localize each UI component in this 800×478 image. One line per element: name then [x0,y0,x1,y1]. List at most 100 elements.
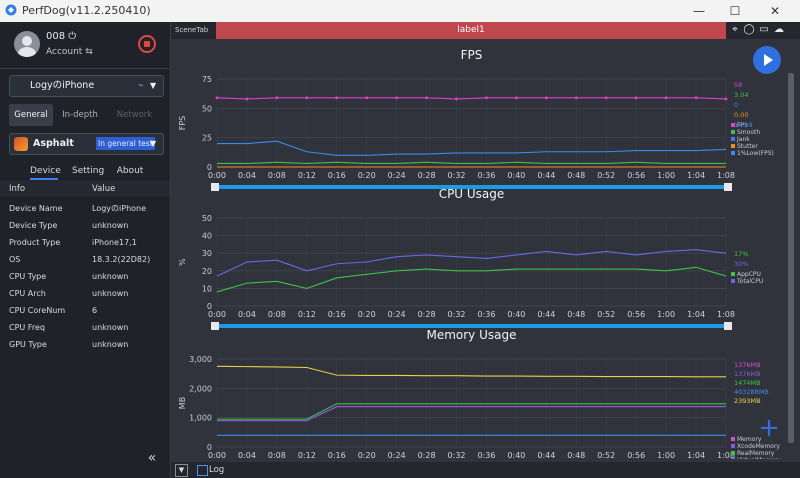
series-line [216,97,727,100]
y-tick-label: 50 [202,214,212,223]
series-line [217,406,726,422]
account-label: Account [46,47,83,57]
user-name: 008 ⏻ [46,31,76,42]
legend-label: 1%Low(FPS) [737,150,774,157]
record-button[interactable] [138,35,156,53]
y-axis-label: % [178,258,187,266]
info-value: 6 [92,306,98,315]
x-tick-label: 0:08 [268,171,286,180]
device-select[interactable]: Logy‌のiPhone ⌁ ▼ [9,75,164,97]
current-value: 17% [734,250,748,258]
legend-label: Smooth [737,129,760,136]
tab-setting[interactable]: Setting [72,166,105,176]
mode-tabs: General In-depth Network [9,104,162,126]
collapse-sidebar-icon[interactable]: « [147,450,157,466]
data-point [215,96,219,100]
info-row: Product Type iPhone17,1 [0,234,170,251]
chart-title: Memory Usage [426,328,516,342]
tab-about[interactable]: About [116,166,144,176]
tab-device[interactable]: Device [30,164,61,180]
avatar[interactable] [14,31,40,57]
x-tick-label: 0:48 [567,451,585,459]
info-value: unknown [92,272,129,281]
y-tick-label: 75 [202,75,212,84]
timeline-scrollbar [213,185,730,189]
minimize-button[interactable]: — [693,4,705,18]
x-tick-label: 0:36 [477,171,495,180]
x-tick-label: 0:28 [418,310,436,319]
y-tick-label: 0 [207,163,212,172]
window-title: PerfDog(v11.2.250410) [22,4,151,17]
x-tick-label: 0:24 [388,451,406,459]
power-icon[interactable]: ⏻ [68,31,77,42]
x-tick-label: 1:04 [687,310,705,319]
data-point [574,96,578,100]
series-line [216,365,726,378]
play-button[interactable] [753,46,781,74]
x-tick-label: 0:04 [238,310,256,319]
maximize-button[interactable]: ☐ [729,4,741,18]
label-bar[interactable]: label1 [216,22,726,39]
info-row: OS 18.3.2(22D82) [0,251,170,268]
current-value: 1376MB [734,361,761,369]
series-line [216,266,727,293]
x-tick-label: 0:28 [418,171,436,180]
x-tick-label: 1:04 [687,171,705,180]
cloud-icon[interactable]: ☁ [774,24,784,35]
x-tick-label: 0:12 [298,310,316,319]
folder-icon[interactable]: ▭ [759,24,769,35]
data-point [544,96,548,100]
x-tick-label: 0:52 [597,171,615,180]
legend-label: Jank [736,136,750,143]
x-tick-label: 0:32 [448,310,466,319]
sidebar: 008 ⏻ Account ⇆ Logy‌のiPhone ⌁ ▼ General… [0,22,171,478]
x-tick-label: 0:20 [358,451,376,459]
y-tick-label: 3,000 [189,355,212,364]
legend-label: FPS [737,122,748,129]
timeline-handle-left [211,183,219,191]
x-tick-label: 0:16 [328,451,346,459]
log-checkbox[interactable] [197,465,208,476]
scene-tab[interactable]: SceneTab [175,26,209,34]
y-tick-label: 0 [207,302,212,311]
tab-general[interactable]: General [9,104,53,126]
legend-swatch [731,272,735,276]
test-status-badge: In general test [96,137,155,150]
app-select[interactable]: Asphalt In general test ▼ [9,133,164,155]
vertical-scrollbar[interactable] [788,73,794,443]
data-point [365,96,369,100]
expand-log-button[interactable]: ▼ [175,464,188,477]
tab-network[interactable]: Network [116,110,153,120]
legend-swatch [731,458,735,459]
perfdog-app-icon [5,4,17,16]
bottom-bar: ▼ Log [171,462,800,478]
location-pin-icon[interactable]: ⌖ [732,24,738,35]
series-line [217,403,726,420]
legend-swatch [731,144,735,148]
add-marker-icon[interactable]: + [758,413,780,443]
info-row: CPU Freq unknown [0,319,170,336]
x-tick-label: 0:04 [238,171,256,180]
legend-label: Stutter [737,143,758,150]
x-tick-label: 1:00 [657,451,675,459]
close-button[interactable]: ✕ [769,4,781,18]
x-tick-label: 0:48 [567,171,585,180]
current-value: 2393MB [734,397,761,405]
account-link[interactable]: Account ⇆ [46,47,93,57]
x-tick-label: 1:00 [657,310,675,319]
tab-in-depth[interactable]: In-depth [62,110,98,120]
scene-tab-bar: SceneTab label1 ⌖ ◯ ▭ ☁ [171,22,800,39]
info-row: CPU CoreNum 6 [0,302,170,319]
timeline-handle-right [724,183,732,191]
x-tick-label: 0:48 [567,310,585,319]
device-name: Logy‌のiPhone [30,80,95,91]
shield-icon[interactable]: ◯ [743,24,755,35]
x-tick-label: 0:44 [537,451,555,459]
current-value: 58 [734,81,742,89]
info-header-value: Value [92,184,116,194]
info-key: CPU CoreNum [9,306,66,315]
legend-swatch [731,451,735,455]
info-value: unknown [92,340,129,349]
info-tabs: Device Setting About [0,164,170,180]
current-value: 30% [734,260,748,268]
